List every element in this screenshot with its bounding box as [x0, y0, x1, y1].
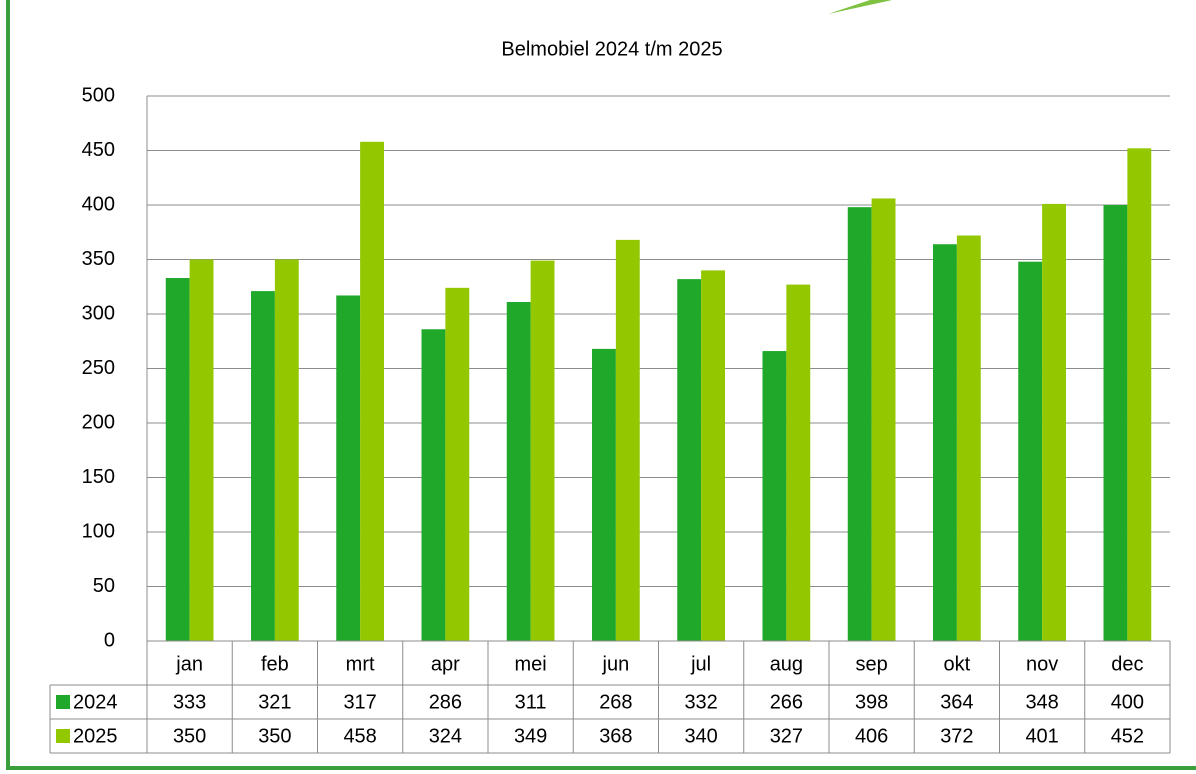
table-value: 368: [599, 725, 632, 747]
bar: [762, 351, 787, 641]
y-tick-label: 400: [82, 193, 115, 215]
bar: [615, 239, 640, 641]
y-tick-label: 450: [82, 139, 115, 161]
legend-label: 2024: [73, 691, 118, 713]
x-tick-label: nov: [1026, 653, 1058, 675]
bar: [847, 207, 872, 641]
bar: [701, 270, 725, 641]
bar: [165, 278, 190, 641]
table-value: 401: [1025, 725, 1058, 747]
bar: [506, 302, 531, 641]
bar: [592, 348, 616, 641]
table-value: 372: [940, 725, 973, 747]
bar: [1103, 205, 1128, 641]
bar: [1042, 203, 1066, 641]
table-value: 406: [855, 725, 888, 747]
table-value: 452: [1111, 725, 1144, 747]
bar: [189, 259, 214, 641]
table-value: 340: [684, 725, 717, 747]
bar: [1127, 148, 1152, 641]
x-tick-label: mei: [515, 653, 547, 675]
y-tick-label: 350: [82, 248, 115, 270]
table-value: 321: [258, 691, 291, 713]
y-tick-label: 500: [82, 84, 115, 106]
table-value: 311: [515, 691, 547, 713]
table-value: 364: [940, 691, 973, 713]
table-value: 317: [343, 691, 376, 713]
legend-label: 2025: [73, 725, 118, 747]
table-value: 458: [343, 725, 376, 747]
y-tick-label: 250: [82, 357, 115, 379]
table-value: 333: [173, 691, 206, 713]
x-tick-label: dec: [1111, 653, 1143, 675]
y-tick-label: 100: [82, 520, 115, 542]
bar: [274, 259, 299, 641]
x-tick-label: jan: [175, 653, 203, 675]
frame: [6, 0, 1196, 770]
bar: [360, 141, 384, 641]
y-tick-label: 150: [82, 466, 115, 488]
x-tick-label: jul: [690, 653, 711, 675]
x-tick-label: feb: [261, 653, 289, 675]
x-tick-label: okt: [944, 653, 971, 675]
legend-swatch: [56, 729, 70, 743]
table-value: 332: [684, 691, 717, 713]
table-value: 286: [429, 691, 462, 713]
bar: [786, 284, 811, 641]
bar: [933, 244, 957, 642]
corner-shape: [828, 0, 892, 14]
bar: [530, 260, 555, 641]
x-tick-label: aug: [770, 653, 803, 675]
chart-title: Belmobiel 2024 t/m 2025: [501, 38, 722, 60]
table-value: 266: [770, 691, 803, 713]
y-tick-label: 300: [82, 302, 115, 324]
table-value: 398: [855, 691, 888, 713]
y-tick-label: 50: [93, 575, 115, 597]
table-value: 400: [1111, 691, 1144, 713]
bar: [871, 198, 896, 641]
bar: [336, 295, 361, 641]
y-tick-label: 0: [104, 629, 115, 651]
y-tick-label: 200: [82, 411, 115, 433]
x-tick-label: jun: [602, 653, 630, 675]
table-value: 350: [258, 725, 291, 747]
table-value: 349: [514, 725, 547, 747]
bar: [445, 287, 470, 641]
table-value: 350: [173, 725, 206, 747]
table-value: 268: [599, 691, 632, 713]
table-value: 327: [770, 725, 803, 747]
table-value: 348: [1025, 691, 1058, 713]
x-tick-label: apr: [431, 653, 460, 675]
bar: [1018, 261, 1043, 641]
bar: [251, 291, 275, 641]
bar: [677, 279, 702, 641]
x-tick-label: sep: [856, 653, 888, 675]
bar: [421, 329, 446, 641]
table-value: 324: [429, 725, 462, 747]
legend-swatch: [56, 695, 70, 709]
bar: [956, 235, 981, 641]
x-tick-label: mrt: [346, 653, 375, 675]
